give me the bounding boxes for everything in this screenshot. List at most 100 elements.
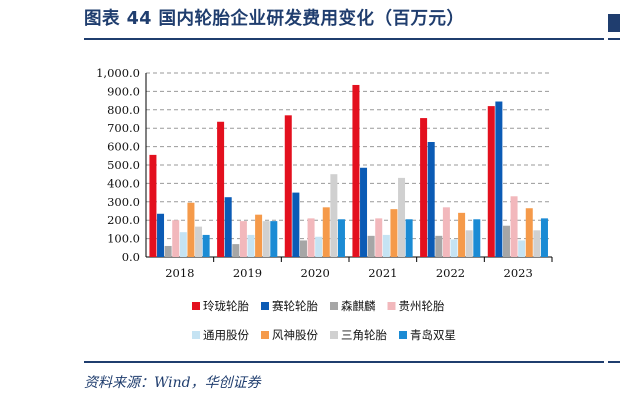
legend-swatch — [330, 331, 338, 339]
bar — [518, 240, 526, 257]
bar — [284, 115, 292, 257]
y-tick-label: 400.0 — [107, 176, 140, 190]
legend-label: 风神股份 — [272, 328, 318, 342]
bar — [179, 232, 187, 257]
bar — [465, 230, 473, 257]
bar — [164, 245, 172, 257]
bar — [149, 154, 157, 257]
bar — [458, 212, 466, 257]
bar — [427, 142, 435, 257]
legend-label: 青岛双星 — [410, 328, 456, 342]
legend-label: 森麒麟 — [341, 299, 376, 313]
bar — [525, 208, 533, 257]
bar — [352, 84, 360, 258]
legend-item: 三角轮胎 — [330, 328, 387, 342]
y-tick-label: 500.0 — [107, 158, 140, 172]
legend-item: 青岛双星 — [399, 328, 456, 342]
x-tick-label: 2018 — [165, 266, 194, 280]
legend-swatch — [399, 331, 407, 339]
y-tick-label: 600.0 — [107, 140, 140, 154]
bottom-rule — [84, 361, 604, 363]
bar — [157, 213, 165, 257]
bar — [172, 220, 180, 257]
bar — [217, 121, 225, 257]
bar — [360, 167, 368, 257]
legend-item: 贵州轮胎 — [387, 299, 445, 313]
legend-label: 赛轮轮胎 — [272, 299, 318, 313]
legend-swatch — [330, 302, 338, 310]
bar — [187, 202, 195, 257]
bar — [232, 244, 240, 257]
bars — [149, 84, 548, 258]
bar — [540, 218, 548, 257]
legend-item: 赛轮轮胎 — [261, 299, 318, 313]
axes: 0.0 100.0 200.0 300.0 400.0 500.0 600.0 700.0 80… — [96, 66, 553, 280]
x-tick-label: 2022 — [436, 266, 465, 280]
y-tick-label: 100.0 — [107, 232, 140, 246]
bar — [450, 239, 458, 257]
bar — [337, 219, 345, 257]
y-tick-label: 900.0 — [107, 84, 140, 98]
bar — [270, 221, 278, 257]
bar — [390, 209, 398, 257]
legend-swatch — [192, 302, 200, 310]
bar — [435, 235, 443, 257]
legend-label: 通用股份 — [203, 328, 249, 342]
x-tick-label: 2023 — [504, 266, 533, 280]
bar — [255, 214, 263, 257]
bar — [307, 218, 315, 257]
bar — [247, 234, 255, 257]
bar — [202, 234, 210, 257]
legend-swatch — [387, 302, 396, 310]
y-tick-label: 1,000.0 — [96, 66, 140, 80]
figure-title: 图表 44 国内轮胎企业研发费用变化（百万元） — [84, 9, 465, 29]
bar — [367, 235, 375, 257]
legend-swatch — [192, 331, 200, 339]
bar-chart: 0.0 100.0 200.0 300.0 400.0 500.0 600.0 700.0 80… — [96, 66, 553, 342]
adjacent-figure-edge — [608, 14, 620, 32]
x-tick-label: 2020 — [301, 266, 330, 280]
x-tick-label: 2019 — [233, 266, 262, 280]
adjacent-figure-rule — [608, 38, 620, 40]
bar — [262, 221, 270, 257]
bar — [420, 118, 428, 257]
bar — [533, 230, 541, 257]
x-tick-label: 2021 — [368, 266, 397, 280]
y-tick-label: 700.0 — [107, 121, 140, 135]
bar — [292, 192, 300, 257]
bar — [495, 101, 503, 258]
bar — [239, 221, 247, 257]
adjacent-figure-bottom-rule — [608, 361, 620, 363]
bar — [502, 225, 510, 257]
bar — [405, 219, 413, 257]
legend-item: 通用股份 — [192, 328, 249, 342]
bar — [224, 197, 232, 257]
y-tick-label: 800.0 — [107, 103, 140, 117]
bar — [375, 218, 383, 257]
bar — [487, 106, 495, 258]
legend-label: 玲珑轮胎 — [203, 299, 249, 313]
source-note: 资料来源：Wind，华创证券 — [84, 375, 261, 391]
bar — [398, 177, 406, 257]
y-tick-label: 300.0 — [107, 195, 140, 209]
y-tick-label: 200.0 — [107, 213, 140, 227]
bar — [473, 219, 481, 257]
bar — [315, 236, 323, 257]
bar — [322, 207, 330, 257]
bar — [330, 174, 338, 257]
legend-item: 森麒麟 — [330, 299, 376, 313]
legend-swatch — [261, 302, 269, 310]
legend-label: 贵州轮胎 — [399, 299, 445, 313]
legend-item: 风神股份 — [261, 328, 318, 342]
bar — [382, 234, 390, 257]
bar — [510, 196, 518, 257]
bar — [299, 240, 307, 257]
legend-swatch — [261, 331, 269, 339]
title-rule — [84, 38, 604, 40]
legend-label: 三角轮胎 — [341, 328, 387, 342]
legend-item: 玲珑轮胎 — [192, 299, 249, 313]
y-tick-label: 0.0 — [122, 250, 140, 264]
gridlines — [146, 72, 552, 240]
bar — [195, 226, 203, 257]
